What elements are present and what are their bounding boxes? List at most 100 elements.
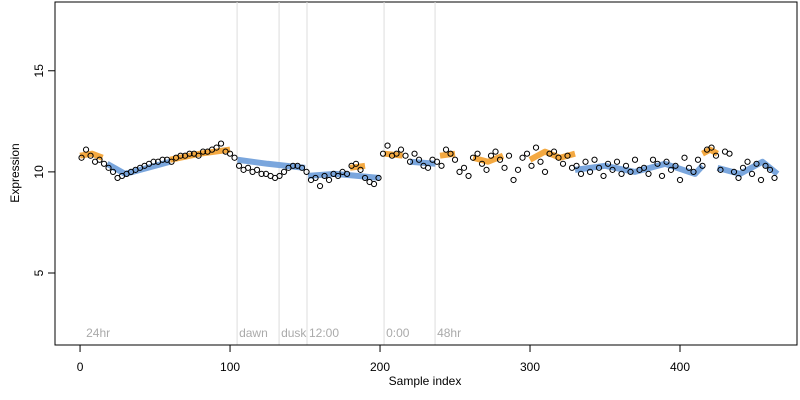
data-point bbox=[100, 160, 108, 167]
data-point bbox=[510, 176, 517, 184]
data-point bbox=[753, 160, 760, 167]
x-axis-title: Sample index bbox=[389, 374, 462, 388]
data-point bbox=[483, 166, 490, 173]
data-point bbox=[748, 170, 756, 178]
data-point bbox=[438, 162, 445, 169]
data-point bbox=[411, 150, 418, 157]
data-point bbox=[730, 168, 738, 175]
data-point bbox=[717, 166, 724, 173]
data-point bbox=[105, 164, 112, 171]
data-point bbox=[492, 148, 499, 155]
data-point bbox=[685, 164, 693, 171]
data-point bbox=[370, 180, 378, 188]
data-point bbox=[258, 170, 265, 178]
data-point bbox=[622, 162, 630, 169]
data-point bbox=[681, 154, 688, 161]
data-point bbox=[595, 164, 603, 171]
data-point bbox=[771, 174, 778, 182]
y-tick-label: 15 bbox=[32, 64, 46, 78]
data-point bbox=[528, 162, 535, 169]
data-point bbox=[496, 156, 504, 163]
data-point bbox=[537, 158, 544, 165]
data-point bbox=[514, 166, 522, 173]
data-point bbox=[325, 176, 333, 184]
data-point bbox=[694, 156, 702, 163]
annotation-label: 0:00 bbox=[386, 326, 410, 340]
data-point bbox=[451, 156, 459, 163]
data-point bbox=[393, 150, 400, 157]
data-point bbox=[217, 140, 225, 147]
data-point bbox=[244, 164, 252, 171]
data-point bbox=[406, 158, 414, 165]
data-point bbox=[442, 146, 450, 153]
data-point bbox=[762, 162, 769, 169]
annotation-label: dawn bbox=[239, 326, 268, 340]
data-point bbox=[654, 160, 661, 167]
data-point bbox=[109, 168, 117, 175]
data-point bbox=[649, 156, 657, 163]
data-point bbox=[231, 154, 238, 161]
data-point bbox=[150, 158, 157, 165]
data-point bbox=[357, 166, 364, 173]
data-point bbox=[690, 168, 697, 175]
annotation-label: 12:00 bbox=[309, 326, 339, 340]
data-point bbox=[586, 168, 594, 175]
data-point bbox=[213, 144, 220, 151]
data-point bbox=[195, 152, 202, 159]
data-point bbox=[613, 158, 621, 165]
data-point bbox=[168, 158, 175, 165]
data-point bbox=[159, 156, 166, 163]
data-point bbox=[550, 148, 558, 155]
data-point bbox=[96, 156, 103, 163]
data-point bbox=[577, 170, 585, 178]
x-tick-label: 200 bbox=[370, 360, 390, 374]
data-point bbox=[618, 170, 625, 178]
y-axis-title: Expression bbox=[8, 143, 22, 202]
data-point bbox=[699, 162, 706, 169]
data-point bbox=[555, 154, 562, 161]
data-point bbox=[532, 144, 540, 151]
annotation-label: dusk bbox=[281, 326, 307, 340]
data-point bbox=[591, 156, 598, 163]
data-point bbox=[744, 158, 751, 165]
data-point bbox=[177, 152, 184, 159]
data-point bbox=[199, 148, 207, 155]
data-point bbox=[640, 164, 648, 171]
data-point bbox=[676, 176, 684, 184]
data-point bbox=[303, 168, 310, 175]
data-point bbox=[235, 162, 243, 169]
data-point bbox=[352, 160, 360, 167]
data-point bbox=[280, 168, 288, 175]
data-point bbox=[253, 166, 261, 173]
data-point bbox=[609, 166, 616, 173]
data-point bbox=[541, 168, 549, 175]
data-point bbox=[478, 160, 486, 167]
data-point bbox=[384, 142, 391, 149]
data-point bbox=[289, 162, 297, 169]
x-tick-label: 400 bbox=[670, 360, 690, 374]
data-point bbox=[226, 150, 234, 157]
annotation-label: 24hr bbox=[86, 326, 110, 340]
data-point bbox=[523, 150, 531, 157]
data-point bbox=[519, 154, 526, 161]
data-point bbox=[487, 152, 495, 159]
x-tick-label: 300 bbox=[520, 360, 540, 374]
data-point bbox=[321, 172, 328, 180]
data-point bbox=[361, 174, 369, 182]
data-point bbox=[739, 164, 747, 171]
data-point bbox=[663, 158, 670, 165]
data-point bbox=[757, 176, 765, 184]
data-point bbox=[735, 174, 742, 182]
data-point bbox=[343, 170, 351, 178]
annotation-label: 48hr bbox=[437, 326, 461, 340]
data-point bbox=[505, 152, 513, 159]
data-point bbox=[433, 158, 441, 165]
data-point bbox=[186, 150, 193, 157]
data-point bbox=[627, 168, 634, 175]
data-point bbox=[375, 174, 382, 182]
data-point bbox=[726, 150, 733, 157]
data-point bbox=[415, 156, 423, 163]
data-point bbox=[766, 166, 774, 173]
data-point bbox=[658, 172, 666, 180]
